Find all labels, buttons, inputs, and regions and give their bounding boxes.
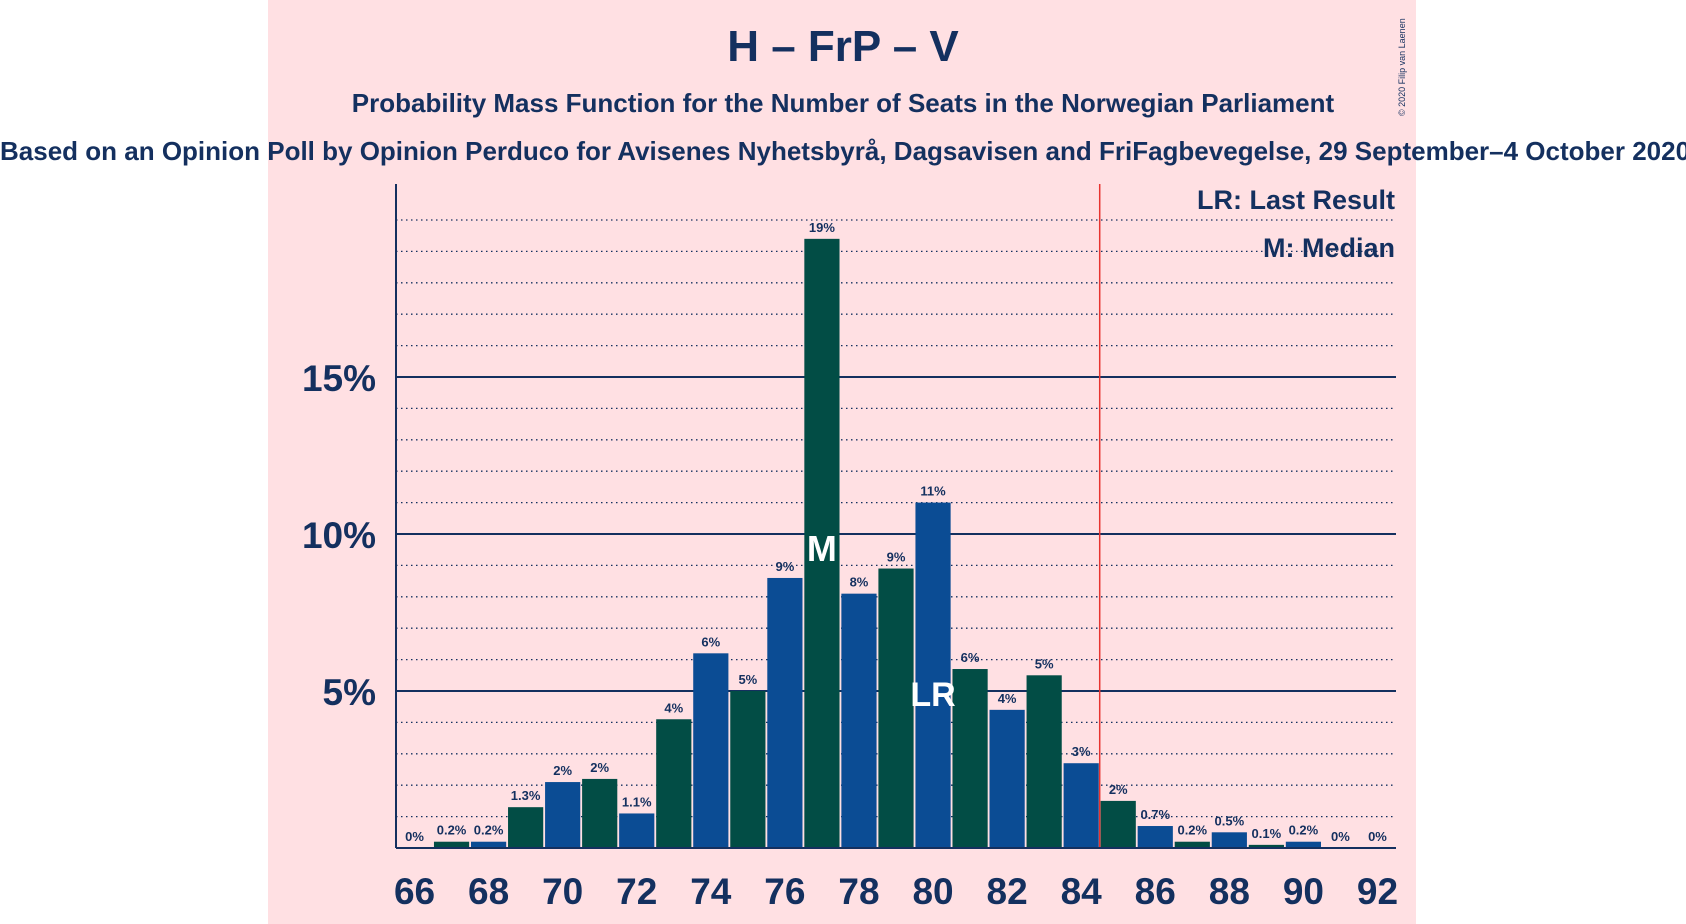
y-tick-label: 10% (302, 515, 376, 556)
x-tick-label: 68 (468, 871, 509, 912)
bar-seat-80 (915, 502, 951, 848)
bar-value-label: 1.3% (511, 788, 541, 803)
bar-seat-82 (989, 709, 1025, 848)
bar-value-label: 0% (405, 829, 424, 844)
bar-value-label: 9% (775, 559, 794, 574)
bar-seat-70 (545, 782, 581, 848)
copyright-text: © 2020 Filip van Laenen (1397, 18, 1407, 116)
bar-seat-87 (1174, 841, 1210, 848)
bar-value-label: 9% (887, 550, 906, 565)
bar-value-label: 4% (998, 691, 1017, 706)
bar-seat-76 (767, 577, 803, 848)
bar-value-label: 0.7% (1140, 807, 1170, 822)
bar-value-label: 0.1% (1252, 826, 1282, 841)
bar-labels: 0% 0.2% 0.2% 1.3% 2% 2% 1.1% 4% 6% 5% 9% 19% 8% 9% 11%… (405, 220, 1387, 844)
bar-value-label: 0.2% (437, 823, 467, 838)
x-tick-label: 70 (542, 871, 583, 912)
bar-seat-85 (1100, 800, 1136, 848)
bars (433, 238, 1321, 849)
bar-value-label: 5% (738, 672, 757, 687)
x-tick-label: 66 (394, 871, 435, 912)
bar-seat-79 (878, 568, 914, 848)
bar-seat-81 (952, 669, 988, 848)
bar-value-label: 0.2% (474, 823, 504, 838)
bar-value-label: 0.2% (1289, 823, 1319, 838)
x-tick-label: 78 (838, 871, 879, 912)
bar-seat-73 (656, 719, 692, 848)
axes: 5% 10% 15% 66 68 70 72 74 76 78 80 82 84 86 88 90 92 (302, 184, 1398, 912)
bar-seat-67 (433, 841, 470, 848)
chart-subtitle: Probability Mass Function for the Number… (351, 88, 1335, 118)
x-tick-label: 86 (1135, 871, 1176, 912)
bar-value-label: 6% (961, 650, 980, 665)
x-tick-label: 92 (1357, 871, 1398, 912)
markers: M LR (807, 184, 1101, 848)
chart-source-line: Based on an Opinion Poll by Opinion Perd… (0, 136, 1686, 166)
legend: LR: Last Result M: Median (1197, 185, 1395, 263)
bar-seat-77 (804, 238, 840, 849)
x-tick-label: 80 (912, 871, 953, 912)
median-marker: M (807, 528, 837, 569)
x-tick-label: 72 (616, 871, 657, 912)
bar-seat-83 (1026, 675, 1062, 848)
bar-value-label: 3% (1072, 744, 1091, 759)
bar-value-label: 0.2% (1177, 823, 1207, 838)
copyright-notice: © 2020 Filip van Laenen (1397, 18, 1407, 116)
y-tick-label: 5% (323, 672, 376, 713)
bar-value-label: 1.1% (622, 794, 652, 809)
bar-value-label: 2% (1109, 782, 1128, 797)
bar-value-label: 19% (809, 220, 835, 235)
x-tick-label: 82 (987, 871, 1028, 912)
bar-seat-74 (693, 653, 729, 848)
bar-seat-84 (1063, 763, 1099, 848)
x-tick-label: 76 (764, 871, 805, 912)
bar-value-label: 4% (664, 700, 683, 715)
bar-seat-72 (619, 813, 655, 848)
bar-value-label: 11% (920, 484, 946, 499)
bar-value-label: 2% (590, 760, 609, 775)
y-tick-label: 15% (302, 358, 376, 399)
bar-seat-78 (841, 593, 877, 848)
legend-last-result: LR: Last Result (1197, 185, 1395, 215)
bar-value-label: 6% (701, 634, 720, 649)
bar-seat-69 (508, 807, 544, 848)
bar-value-label: 8% (850, 575, 869, 590)
bar-value-label: 2% (553, 763, 572, 778)
bar-seat-86 (1137, 826, 1173, 848)
x-tick-label: 90 (1283, 871, 1324, 912)
x-tick-label: 84 (1061, 871, 1103, 912)
bar-seat-75 (730, 691, 766, 848)
x-tick-label: 74 (690, 871, 732, 912)
bar-seat-71 (582, 778, 618, 848)
chart-title: H – FrP – V (727, 22, 959, 71)
bar-seat-88 (1211, 832, 1247, 848)
bar-value-label: 5% (1035, 656, 1054, 671)
legend-median: M: Median (1263, 233, 1395, 263)
last-result-marker: LR (910, 676, 955, 714)
bar-value-label: 0.5% (1215, 813, 1245, 828)
bar-seat-90 (1285, 841, 1321, 848)
bar-value-label: 0% (1368, 829, 1387, 844)
x-tick-label: 88 (1209, 871, 1250, 912)
bar-seat-89 (1248, 844, 1284, 848)
bar-value-label: 0% (1331, 829, 1350, 844)
bar-seat-68 (471, 841, 507, 848)
